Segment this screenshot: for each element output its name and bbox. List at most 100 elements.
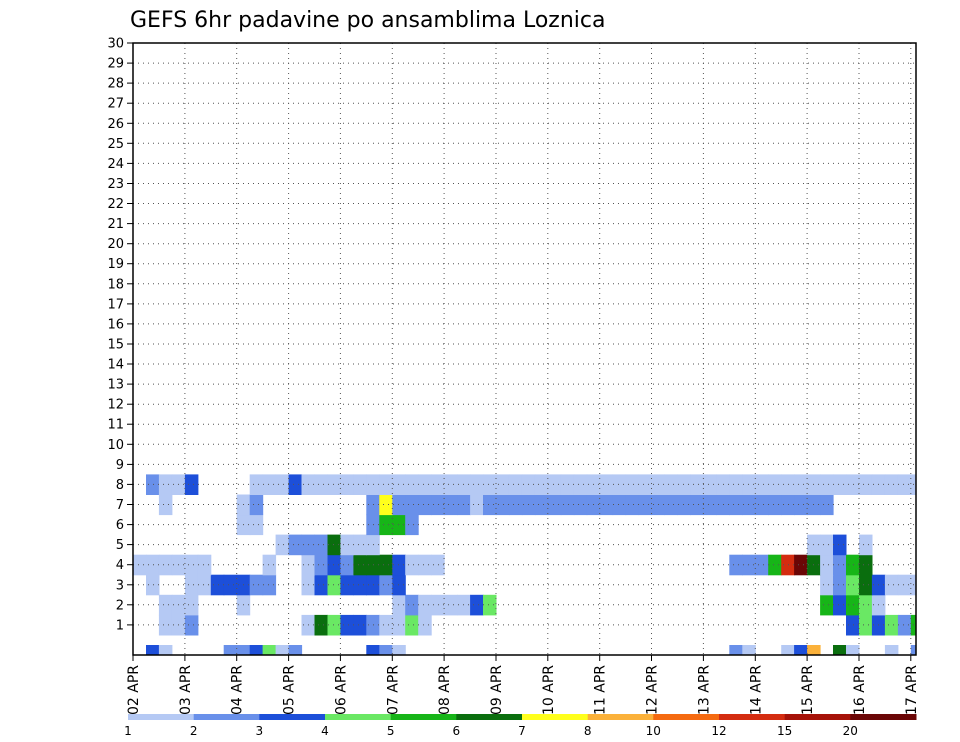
- colorbar-label: 1: [124, 724, 132, 738]
- y-tick-label: 30: [107, 37, 124, 52]
- heatmap-cell: [275, 474, 290, 495]
- heatmap-cell: [392, 574, 406, 596]
- heatmap-cell: [664, 474, 678, 495]
- y-tick-label: 18: [107, 277, 124, 292]
- heatmap-cell: [392, 554, 406, 576]
- x-tick-label: 12 APR: [645, 665, 661, 715]
- y-tick-label: 28: [107, 77, 124, 92]
- heatmap-cell: [755, 554, 769, 576]
- heatmap-cell: [781, 474, 795, 495]
- heatmap-cell: [327, 574, 341, 596]
- heatmap-cell: [729, 494, 743, 516]
- heatmap-cell: [288, 474, 303, 495]
- heatmap-cell: [560, 474, 575, 495]
- heatmap-cell: [288, 645, 303, 655]
- y-tick-label: 1: [116, 618, 124, 633]
- heatmap-cell: [470, 594, 484, 616]
- heatmap-cell: [910, 645, 916, 655]
- heatmap-cell: [703, 474, 717, 495]
- heatmap-cell: [314, 614, 328, 636]
- heatmap-cell: [197, 574, 212, 596]
- colorbar-swatch: [456, 714, 523, 720]
- y-tick-label: 22: [107, 197, 124, 212]
- heatmap-cell: [612, 494, 627, 516]
- heatmap-cell: [236, 645, 251, 655]
- heatmap-cell: [768, 474, 782, 495]
- y-tick-label: 29: [107, 57, 124, 72]
- x-tick-label: 10 APR: [541, 665, 557, 715]
- colorbar-swatch: [325, 714, 392, 720]
- heatmap-cell: [755, 474, 769, 495]
- heatmap-cell: [664, 494, 678, 516]
- heatmap-cell: [444, 474, 458, 495]
- grid-lines: [133, 42, 916, 655]
- heatmap-cell: [158, 614, 173, 636]
- heatmap-cell: [859, 594, 873, 616]
- y-tick-label: 6: [116, 518, 124, 533]
- heatmap-cell: [392, 514, 406, 536]
- heatmap-cell: [314, 474, 328, 495]
- heatmap-cell: [470, 474, 484, 495]
- heatmap-cell: [846, 474, 860, 495]
- heatmap-cell: [327, 534, 341, 556]
- heatmap-cell: [534, 474, 549, 495]
- heatmap-cell: [820, 534, 834, 556]
- colorbar-label: 2: [190, 724, 198, 738]
- heatmap-cell: [690, 474, 704, 495]
- heatmap-cell: [846, 554, 860, 576]
- heatmap-cell: [742, 474, 756, 495]
- heatmap-cell: [405, 514, 419, 536]
- x-tick-label: 04 APR: [230, 665, 246, 715]
- colorbar-label: 7: [518, 724, 526, 738]
- colorbar-swatch: [653, 714, 720, 720]
- heatmap-cell: [833, 534, 847, 556]
- y-tick-label: 25: [107, 137, 124, 152]
- colorbar-swatch: [850, 714, 917, 720]
- x-tick-label: 15 APR: [800, 665, 816, 715]
- heatmap-cell: [703, 494, 717, 516]
- heatmap-cell: [210, 574, 225, 596]
- heatmap-cell: [249, 474, 264, 495]
- heatmap-cell: [768, 554, 782, 576]
- heatmap-cell: [625, 474, 640, 495]
- heatmap-cell: [418, 474, 432, 495]
- colorbar-swatch: [193, 714, 260, 720]
- colorbar-swatch: [719, 714, 786, 720]
- heatmap-cell: [431, 554, 445, 576]
- heatmap-cell: [781, 494, 795, 516]
- heatmap-cell: [884, 645, 899, 655]
- heatmap-cell: [158, 494, 173, 516]
- heatmap-cell: [223, 645, 238, 655]
- heatmap-cell: [859, 614, 873, 636]
- heatmap-cell: [794, 494, 808, 516]
- heatmap-cell: [249, 494, 264, 516]
- heatmap-cell: [677, 494, 691, 516]
- y-tick-label: 7: [116, 498, 124, 513]
- heatmap-cell: [729, 554, 743, 576]
- heatmap-cell: [859, 474, 873, 495]
- heatmap-cell: [133, 554, 147, 576]
- heatmap-cell: [470, 494, 484, 516]
- heatmap-cell: [392, 645, 406, 655]
- heatmap-cell: [625, 494, 640, 516]
- heatmap-cell: [262, 574, 277, 596]
- colorbar-label: 20: [843, 724, 858, 738]
- x-axis: 02 APR 03 APR 04 APR 05 APR 06 APR 07 APR 08 A…: [126, 655, 920, 715]
- x-tick-label: 09 APR: [489, 665, 505, 715]
- heatmap-cell: [340, 614, 354, 636]
- heatmap-cell: [820, 474, 834, 495]
- heatmap-cell: [327, 554, 341, 576]
- heatmap-cell: [275, 534, 290, 556]
- heatmap-cell: [755, 494, 769, 516]
- heatmap-cell: [807, 645, 821, 655]
- heatmap-cell: [340, 534, 354, 556]
- heatmap-cell: [353, 574, 367, 596]
- heatmap-cell: [431, 594, 445, 616]
- heatmap-cell: [405, 554, 419, 576]
- x-tick-label: 13 APR: [696, 665, 712, 715]
- heatmap-cell: [249, 574, 264, 596]
- heatmap-cell: [262, 554, 277, 576]
- colorbar-label: 3: [255, 724, 263, 738]
- colorbar-swatch: [587, 714, 654, 720]
